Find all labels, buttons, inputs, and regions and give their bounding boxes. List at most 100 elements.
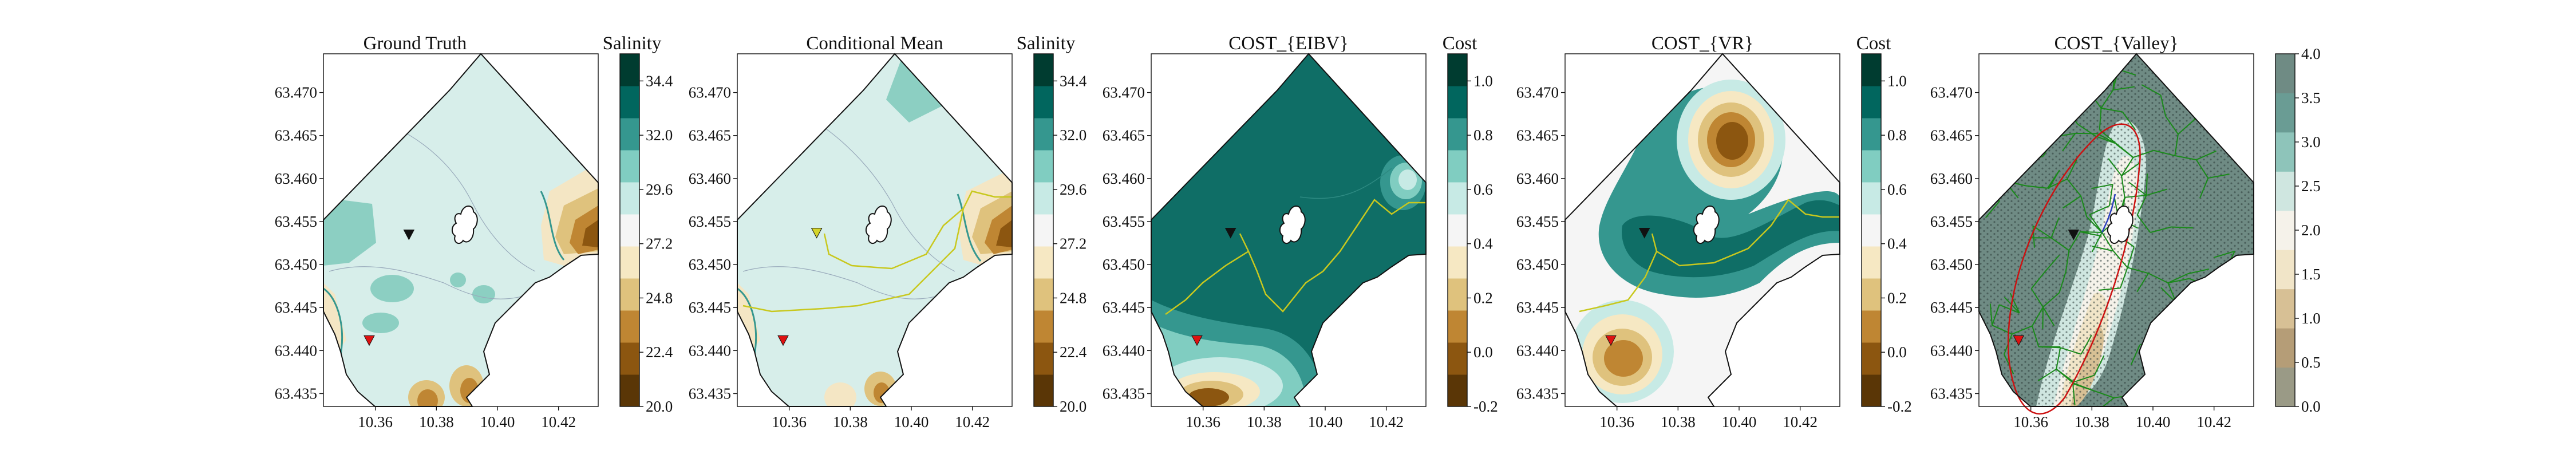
tree-edge <box>2062 195 2081 209</box>
y-tick-label: 63.455 <box>1516 213 1559 230</box>
axes-frame <box>737 53 1013 407</box>
tree-edge <box>2044 255 2060 273</box>
tree-edge <box>2178 119 2195 135</box>
y-tick-label: 63.450 <box>275 256 317 273</box>
tree-edge <box>2154 149 2175 156</box>
colorbar-tick-label: -0.2 <box>1887 398 1912 415</box>
colorbar-label: Salinity <box>603 33 662 54</box>
tree-edge <box>2064 54 2076 74</box>
field-patch <box>1716 122 1748 160</box>
x-tick-label: 10.36 <box>1186 413 1220 431</box>
colorbar-tick-label: 0.6 <box>1473 181 1493 198</box>
tree-edge <box>2225 270 2247 276</box>
tree-edge <box>2092 246 2114 252</box>
y-tick-label: 63.450 <box>1930 256 1973 273</box>
colorbar-tick-label: 0.4 <box>1887 235 1907 252</box>
y-tick-label: 63.470 <box>1930 84 1973 101</box>
tree-edge <box>2056 368 2075 383</box>
panel-cost-vr: COST_{VR} <box>1564 33 1840 407</box>
y-tick-label: 63.435 <box>689 385 731 402</box>
ellipse-boundary <box>2007 123 2141 414</box>
tree-edge <box>2194 98 2198 120</box>
tree-edge <box>2208 173 2230 179</box>
tree-edge <box>2030 271 2046 289</box>
colorbar-tick-label: 29.6 <box>646 181 673 198</box>
colorbar-tick-label: 27.2 <box>646 235 673 252</box>
field-patch <box>1188 388 1229 406</box>
colorbar-segment <box>1448 86 1467 119</box>
y-tick-label: 63.455 <box>689 213 731 230</box>
tree-edge <box>2074 73 2089 91</box>
tree-edge <box>2121 163 2140 176</box>
tree-edge <box>2214 250 2235 258</box>
colorbar-segment <box>1034 54 1053 86</box>
plot-area <box>1564 53 1840 407</box>
tree-edge <box>2237 255 2247 276</box>
colorbar-segment <box>1862 86 1881 119</box>
tree-edge <box>2025 185 2048 189</box>
field-patch <box>460 378 479 403</box>
marker-black-triangle <box>1224 228 1236 239</box>
plot-area <box>323 53 599 407</box>
tree-edge <box>2050 237 2069 251</box>
panel-title: Ground Truth <box>364 33 467 54</box>
colorbar-segment <box>1862 342 1881 375</box>
colorbar-tick-label: 1.0 <box>1473 72 1493 89</box>
tree-edge <box>2209 286 2221 306</box>
x-tick-label: 10.40 <box>1308 413 1343 431</box>
tree-edge <box>2121 175 2125 198</box>
red-triangle-marker <box>364 335 375 346</box>
x-tick-label: 10.40 <box>1722 413 1757 431</box>
tree-edge <box>2176 302 2193 319</box>
tree-edge <box>1983 185 2000 202</box>
marker-red-triangle <box>364 335 375 346</box>
contour-line <box>1299 168 1392 199</box>
auv-path <box>1579 199 1840 313</box>
colorbar-segment <box>2275 328 2295 368</box>
coastline <box>1151 53 1427 407</box>
tree-edge <box>2033 136 2055 146</box>
colorbar-label: Cost <box>1443 33 1477 54</box>
colorbar-tick-label: 0.4 <box>1473 235 1493 252</box>
tree-edge <box>1983 175 2005 182</box>
tree-edge <box>2093 390 2115 398</box>
tree-edge <box>2042 292 2060 308</box>
colorbar-segment <box>620 182 639 215</box>
x-tick-label: 10.36 <box>772 413 807 431</box>
red-triangle-marker <box>2013 335 2025 346</box>
marker-red-triangle <box>2013 335 2025 346</box>
tree-edge <box>2042 306 2055 326</box>
colorbar-tick-label: 0.0 <box>2301 398 2321 415</box>
tree-edge <box>2042 307 2044 329</box>
y-tick-label: 63.455 <box>275 213 317 230</box>
y-tick-label: 63.470 <box>1103 84 1145 101</box>
field-patch <box>824 382 856 406</box>
tree-edge <box>2215 94 2225 115</box>
panel-ground-truth: Ground Truth <box>323 33 599 407</box>
colorbar-tick-label: 0.8 <box>1887 127 1907 144</box>
tree-edge <box>2093 355 2105 376</box>
colorbar-segment <box>1034 246 1053 279</box>
y-tick-label: 63.445 <box>1516 299 1559 316</box>
tree-edge <box>2050 217 2060 238</box>
tree-edge <box>2100 89 2114 109</box>
y-tick-label: 63.440 <box>1930 342 1973 359</box>
axes-frame <box>1978 53 2254 407</box>
tree-edge <box>2091 183 2113 189</box>
colorbar-tick-label: 0.0 <box>1887 344 1907 361</box>
x-tick-label: 10.36 <box>358 413 393 431</box>
tree-edge <box>2099 287 2121 291</box>
marker-black-triangle <box>1638 228 1650 239</box>
tree-edge <box>2056 348 2061 369</box>
x-tick-label: 10.36 <box>1599 413 1634 431</box>
tree-edge <box>2062 133 2076 152</box>
tree-edge <box>2080 196 2088 218</box>
colorbar-segment <box>2275 171 2295 211</box>
tree-edge <box>2136 195 2147 216</box>
tree-edge <box>2080 334 2092 355</box>
x-tick-label: 10.42 <box>1783 413 1818 431</box>
colorbar-segment <box>2275 93 2295 133</box>
tree-edge <box>2121 157 2134 176</box>
tree-edge <box>2000 77 2020 89</box>
tree-edge <box>1989 303 1993 326</box>
